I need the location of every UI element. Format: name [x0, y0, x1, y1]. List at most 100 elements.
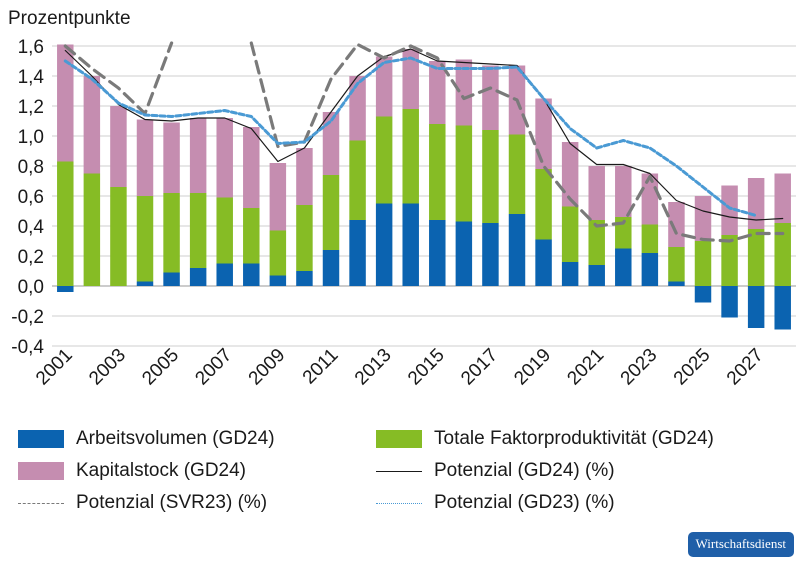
bar-segment: [322, 175, 340, 250]
bar-segment: [721, 286, 738, 318]
x-tick-label: 2009: [245, 345, 290, 390]
bar-segment: [269, 275, 287, 286]
bar-segment: [189, 193, 207, 268]
bar-segment: [136, 119, 154, 196]
bar-segment: [189, 118, 207, 193]
bar-segment: [110, 187, 127, 286]
bar-segment: [455, 221, 473, 286]
bar-segment: [296, 148, 313, 205]
bar-segment: [136, 281, 154, 286]
bar-segment: [535, 98, 552, 169]
y-tick-label: -0,2: [11, 307, 44, 328]
bar-segment: [322, 250, 340, 286]
bar-segment: [110, 106, 127, 187]
series-line: [64, 48, 784, 221]
bar-segment: [561, 142, 579, 207]
y-axis: 1,6 1,4 1,2 1,0 0,8 0,6 0,4 0,2 0,0 -0,2 -0,4: [11, 37, 44, 358]
x-tick-label: 2013: [351, 345, 396, 390]
bar-segment: [375, 203, 393, 286]
bar-segment: [375, 56, 393, 117]
bar-segment: [57, 161, 74, 286]
bar-segment: [57, 286, 74, 292]
bar-segment: [535, 169, 552, 240]
bar-segment: [641, 173, 659, 225]
bar-segment: [721, 235, 738, 286]
bar-segment: [747, 178, 765, 229]
bar-segment: [588, 220, 605, 265]
bar-segment: [721, 185, 738, 235]
chart-title: Prozentpunkte: [8, 8, 131, 29]
x-tick-label: 2005: [138, 345, 183, 390]
bar-segment: [694, 196, 712, 241]
bar-segment: [349, 140, 366, 220]
bar-segment: [216, 197, 233, 264]
bar-segment: [296, 205, 313, 271]
lines: [63, 41, 785, 243]
bar-segment: [136, 196, 154, 282]
bar-segment: [83, 76, 101, 174]
bar-segment: [349, 76, 366, 141]
bar-segment: [216, 263, 233, 286]
bar-segment: [269, 163, 287, 231]
bar-segment: [588, 265, 605, 286]
x-tick-label: 2019: [510, 345, 555, 390]
y-tick-label: 0,0: [18, 277, 44, 298]
bar-segment: [535, 239, 552, 286]
bar-segment: [402, 49, 419, 109]
bar-segment: [561, 206, 579, 262]
y-tick-label: 0,2: [18, 247, 44, 268]
bar-segment: [482, 65, 499, 130]
bar-segment: [455, 125, 473, 222]
bar-segment: [615, 248, 632, 286]
x-axis: 2001 2003 2005 2007 2009 2011 2013 2015 2017 2019…: [32, 345, 768, 390]
x-tick-label: 2027: [723, 345, 768, 390]
bar-segment: [774, 223, 791, 286]
bar-segment: [588, 166, 605, 220]
bar-segment: [641, 224, 659, 253]
bar-segment: [455, 59, 473, 126]
bar-segment: [774, 173, 791, 223]
bar-segment: [163, 272, 180, 286]
bar-segment: [429, 61, 446, 124]
bar-segment: [747, 286, 765, 328]
bar-segment: [402, 203, 419, 286]
bar-segment: [163, 122, 180, 193]
bar-segment: [508, 134, 526, 214]
bar-segment: [375, 116, 393, 204]
bar-segment: [694, 241, 712, 286]
bar-segment: [163, 193, 180, 273]
x-tick-label: 2003: [85, 345, 130, 390]
x-tick-label: 2021: [564, 345, 609, 390]
series-line: [63, 41, 785, 243]
bar-segment: [668, 202, 685, 247]
bar-segment: [243, 208, 260, 264]
bars: [57, 44, 791, 330]
y-tick-label: -0,4: [11, 337, 44, 358]
publisher-badge: Wirtschaftsdienst: [687, 532, 794, 557]
y-tick-label: 0,4: [18, 217, 45, 238]
bar-segment: [83, 173, 101, 286]
y-tick-label: 0,6: [18, 187, 44, 208]
series-line: [63, 56, 758, 217]
y-tick-label: 1,2: [18, 97, 44, 118]
y-tick-label: 0,8: [18, 157, 44, 178]
y-tick-label: 1,4: [18, 67, 45, 88]
bar-segment: [322, 112, 340, 175]
x-tick-label: 2025: [670, 345, 715, 390]
bar-segment: [668, 281, 685, 286]
bar-segment: [429, 220, 446, 286]
bar-segment: [694, 286, 712, 303]
bar-segment: [402, 109, 419, 204]
bar-segment: [189, 268, 207, 286]
y-tick-label: 1,0: [18, 127, 44, 148]
bar-segment: [57, 44, 74, 162]
y-tick-label: 1,6: [18, 37, 44, 58]
bar-segment: [482, 223, 499, 286]
bar-segment: [243, 263, 260, 286]
bar-segment: [774, 286, 791, 330]
bar-segment: [349, 220, 366, 286]
x-tick-label: 2015: [404, 345, 449, 390]
x-tick-label: 2017: [457, 345, 502, 390]
bar-segment: [216, 118, 233, 198]
